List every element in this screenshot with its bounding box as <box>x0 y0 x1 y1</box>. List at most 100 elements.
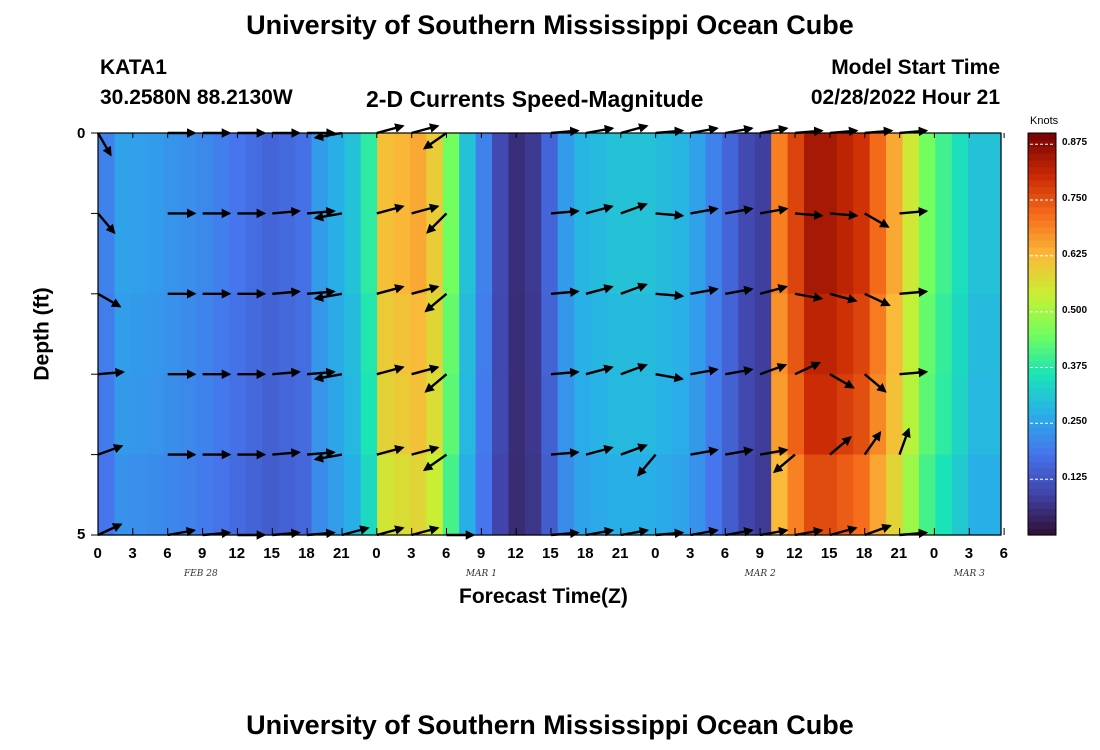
heatmap-cell <box>327 293 345 375</box>
colorbar-segment <box>1028 494 1056 503</box>
heatmap-cell <box>147 374 165 456</box>
heatmap-cell <box>180 293 198 375</box>
heatmap-cell <box>803 374 821 456</box>
heatmap-cell <box>229 374 247 456</box>
heatmap-cell <box>557 133 575 214</box>
colorbar-segment <box>1028 521 1056 529</box>
heatmap-cell <box>492 293 510 375</box>
heatmap-cell <box>212 293 230 375</box>
colorbar-segment <box>1028 501 1056 509</box>
heatmap-cell <box>557 454 575 536</box>
heatmap-cell <box>836 454 854 536</box>
heatmap-cell <box>886 133 904 214</box>
x-tick-label: 12 <box>786 545 803 562</box>
current-vector-arrow <box>426 212 448 234</box>
heatmap-cell <box>886 454 904 536</box>
heatmap-cell <box>163 293 181 375</box>
current-vector-arrow <box>620 123 649 135</box>
colorbar-segment <box>1028 414 1056 422</box>
heatmap-cell <box>951 454 969 536</box>
current-vector-arrow <box>655 210 685 220</box>
current-vector-arrow <box>424 292 448 313</box>
heatmap-cell <box>853 213 871 295</box>
colorbar-segment <box>1028 334 1056 342</box>
current-vector-arrow <box>376 284 405 295</box>
heatmap-cell <box>886 213 904 295</box>
current-vector-arrow <box>620 202 648 215</box>
heatmap-cell <box>820 374 838 456</box>
heatmap-cell <box>344 374 362 456</box>
heatmap-cell <box>918 374 936 456</box>
current-vector-arrow <box>655 290 685 301</box>
colorbar-segment <box>1028 340 1056 348</box>
heatmap-cell <box>311 293 329 375</box>
colorbar-segment <box>1028 360 1056 369</box>
current-vector-arrow <box>411 203 440 215</box>
colorbar-segment <box>1028 260 1056 268</box>
colorbar-segment <box>1028 347 1056 355</box>
heatmap-cell <box>245 293 263 375</box>
current-vector-arrow <box>725 205 754 215</box>
heatmap-cell <box>278 213 296 295</box>
current-vector-arrow <box>376 364 405 376</box>
heatmap-cell <box>508 293 526 375</box>
heatmap-cell <box>574 374 592 456</box>
colorbar-tick-label: 0.625 <box>1062 248 1088 260</box>
heatmap-cell <box>130 133 148 214</box>
heatmap-cell <box>590 454 608 536</box>
heatmap-cell <box>311 213 329 295</box>
x-tick-label: 3 <box>964 545 974 562</box>
current-vector-arrow <box>759 205 789 215</box>
heatmap-cell <box>541 454 559 536</box>
heatmap-cell <box>902 133 920 214</box>
heatmap-cell <box>409 454 427 536</box>
heatmap-cell <box>508 133 526 214</box>
heatmap-cell <box>459 213 477 295</box>
heatmap-cell <box>705 454 723 536</box>
chart-subtitle: 2-D Currents Speed-Magnitude <box>366 86 704 112</box>
current-vector-arrow <box>620 282 648 295</box>
date-label: MAR 1 <box>465 569 497 579</box>
heatmap-cell <box>196 133 214 214</box>
current-vector-arrow <box>863 373 887 393</box>
current-vector-arrow <box>376 525 405 537</box>
heatmap-cell <box>147 133 165 214</box>
current-vector-arrow <box>772 453 796 474</box>
current-vector-arrow <box>690 285 719 296</box>
heatmap-cell <box>278 374 296 456</box>
heatmap-cell <box>918 293 936 375</box>
heatmap-cell <box>196 213 214 295</box>
heatmap-cell <box>295 293 313 375</box>
current-vector-arrow <box>794 292 824 302</box>
heatmap-cell <box>475 213 493 295</box>
heatmap-cell <box>114 293 132 375</box>
colorbar-segment <box>1028 246 1056 255</box>
y-axis-title: Depth (ft) <box>30 287 54 381</box>
heatmap-cell <box>771 133 789 214</box>
heatmap-cell <box>360 133 378 214</box>
current-vector-arrow <box>759 526 789 537</box>
colorbar-segment <box>1028 267 1056 275</box>
heatmap-cell <box>721 213 739 295</box>
colorbar-segment <box>1028 253 1056 261</box>
heatmap-cell <box>721 293 739 375</box>
colorbar-segment <box>1028 320 1056 328</box>
heatmap-cell <box>360 374 378 456</box>
heatmap-cell <box>130 293 148 375</box>
heatmap-cell <box>459 374 477 456</box>
heatmap-cell <box>968 454 986 536</box>
colorbar-segment <box>1028 220 1056 228</box>
heatmap-cell <box>295 213 313 295</box>
current-vector-arrow <box>376 123 405 135</box>
current-vector-arrow <box>829 436 852 456</box>
heatmap-cell <box>492 454 510 536</box>
heatmap-cell <box>262 374 280 456</box>
colorbar-segment <box>1028 280 1056 288</box>
colorbar-segment <box>1028 454 1056 462</box>
heatmap-cell <box>787 293 805 375</box>
heatmap-cell <box>311 133 329 214</box>
colorbar-segment <box>1028 287 1056 295</box>
heatmap-cell <box>245 133 263 214</box>
heatmap-cell <box>935 293 953 375</box>
heatmap-cell <box>869 213 887 295</box>
